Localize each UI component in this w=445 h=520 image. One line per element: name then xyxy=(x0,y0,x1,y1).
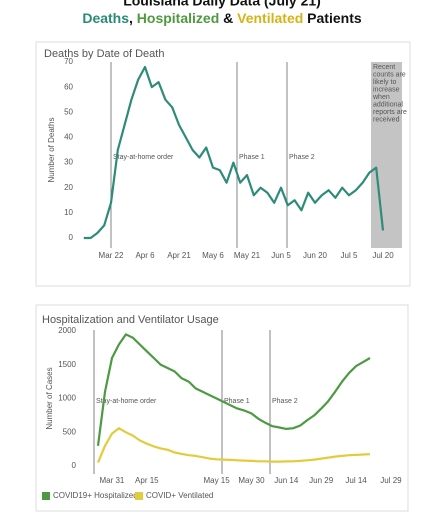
page-title: Louisiana Daily Data (July 21) xyxy=(123,0,321,9)
note-text: likely to xyxy=(373,79,396,86)
x-tick-label: Jun 29 xyxy=(309,476,334,485)
panel-frame xyxy=(35,304,409,512)
y-axis-label: Number of Deaths xyxy=(47,118,56,183)
y-tick-label: 500 xyxy=(63,427,77,436)
subtitle-part: , xyxy=(129,10,137,26)
panel-title: Deaths by Date of Death xyxy=(44,48,164,60)
y-axis-label: Number of Cases xyxy=(45,367,54,429)
x-tick-label: Mar 22 xyxy=(99,251,124,260)
x-tick-label: Apr 6 xyxy=(135,251,155,260)
event-label: Phase 2 xyxy=(272,398,298,405)
note-text: increase xyxy=(373,86,400,93)
event-label: Phase 2 xyxy=(289,154,315,161)
note-text: when xyxy=(372,94,390,101)
x-tick-label: Apr 21 xyxy=(167,251,191,260)
x-tick-label: Jul 29 xyxy=(380,476,402,485)
x-tick-label: Jun 5 xyxy=(271,251,291,260)
legend-label: COVID19+ Hospitalized xyxy=(53,491,138,500)
y-tick-label: 60 xyxy=(64,82,73,91)
legend-swatch xyxy=(135,492,143,500)
subtitle-part: Patients xyxy=(303,10,362,26)
y-tick-label: 70 xyxy=(64,57,73,66)
y-tick-label: 30 xyxy=(64,158,73,167)
panel-title: Hospitalization and Ventilator Usage xyxy=(42,314,219,326)
y-tick-label: 40 xyxy=(64,133,73,142)
x-tick-label: May 6 xyxy=(202,251,224,260)
panel-frame xyxy=(35,41,411,287)
subtitle-part: & xyxy=(219,10,237,26)
x-tick-label: May 15 xyxy=(203,476,230,485)
y-tick-label: 50 xyxy=(64,107,73,116)
x-tick-label: Jun 20 xyxy=(303,251,328,260)
x-tick-label: Jul 20 xyxy=(372,251,394,260)
event-label: Stay-at-home order xyxy=(96,398,157,405)
x-tick-label: May 30 xyxy=(238,476,265,485)
series-line xyxy=(83,65,385,240)
x-tick-label: Jul 5 xyxy=(341,251,358,260)
x-tick-label: Mar 31 xyxy=(99,476,124,485)
subtitle-part: Deaths xyxy=(82,10,129,26)
y-tick-label: 0 xyxy=(72,461,77,470)
note-text: reports are xyxy=(373,109,407,116)
event-label: Stay-at-home order xyxy=(113,154,174,161)
y-tick-label: 1000 xyxy=(58,394,76,403)
series-line xyxy=(96,427,371,464)
y-tick-label: 2000 xyxy=(58,326,76,335)
legend-label: COVID+ Ventilated xyxy=(146,491,213,500)
note-text: additional xyxy=(373,101,403,108)
x-tick-label: May 21 xyxy=(234,251,261,260)
subtitle-part: Ventilated xyxy=(237,10,303,26)
x-tick-label: Jun 14 xyxy=(274,476,299,485)
legend-swatch xyxy=(42,492,50,500)
series-line xyxy=(96,333,371,446)
y-tick-label: 20 xyxy=(64,183,73,192)
y-tick-label: 0 xyxy=(69,233,74,242)
note-text: Recent xyxy=(373,64,395,71)
subtitle-part: Hospitalized xyxy=(137,10,219,26)
page-subtitle: Deaths, Hospitalized & Ventilated Patien… xyxy=(82,10,362,26)
note-text: counts are xyxy=(373,71,406,78)
note-text: received xyxy=(373,116,400,123)
x-tick-label: Apr 15 xyxy=(135,476,159,485)
y-tick-label: 1500 xyxy=(58,360,76,369)
recent-shade xyxy=(371,62,402,248)
y-tick-label: 10 xyxy=(64,208,73,217)
x-tick-label: Jul 14 xyxy=(345,476,367,485)
event-label: Phase 1 xyxy=(224,398,250,405)
event-label: Phase 1 xyxy=(239,154,265,161)
